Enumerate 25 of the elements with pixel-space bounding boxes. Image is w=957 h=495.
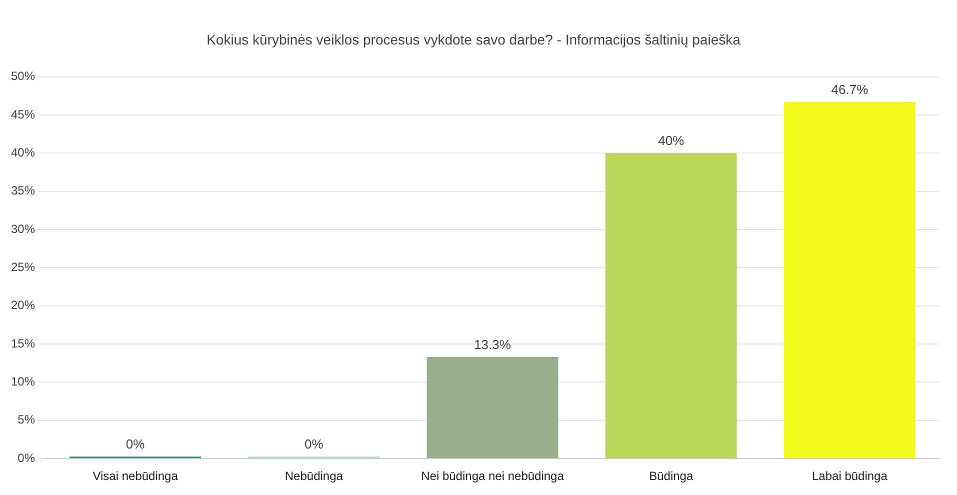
y-tick-label: 0% [18, 450, 36, 465]
data-label: 0% [126, 436, 146, 452]
y-tick-label: 30% [10, 222, 36, 236]
bar [784, 102, 916, 458]
y-tick-label: 5% [18, 412, 36, 427]
y-tick-label: 10% [10, 374, 36, 389]
y-tick-label: 45% [10, 107, 36, 122]
data-label: 13.3% [474, 337, 512, 352]
data-label: 0% [304, 436, 324, 452]
x-tick-label: Visai nebūdinga [92, 469, 178, 484]
y-tick-label: 40% [10, 145, 36, 160]
y-tick-label: 35% [10, 184, 36, 198]
y-tick-label: 50% [10, 69, 36, 84]
x-tick-label: Nebūdinga [284, 469, 344, 484]
x-tick-label: Nei būdinga nei nebūdinga [421, 469, 564, 484]
data-label: 46.7% [831, 82, 869, 98]
chart-title: Kokius kūrybinės veiklos procesus vykdote savo darbe? - Informacijos šaltinių paieška [206, 31, 741, 48]
bar [605, 153, 737, 458]
x-tick-label: Būdinga [649, 469, 694, 484]
y-tick-label: 15% [10, 336, 36, 350]
data-label: 40% [658, 133, 685, 148]
bar [426, 357, 558, 458]
y-tick-label: 25% [10, 260, 36, 274]
x-tick-label: Labai būdinga [812, 469, 888, 484]
y-tick-label: 20% [10, 298, 36, 312]
